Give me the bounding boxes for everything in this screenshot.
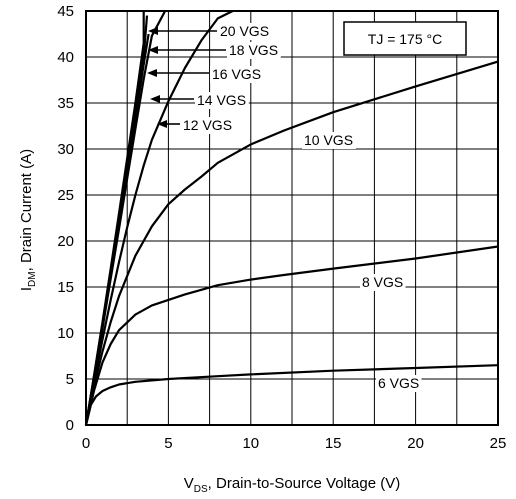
y-tick-label: 0	[66, 417, 74, 434]
series-label-14-vgs: 14 VGS	[197, 92, 246, 108]
y-axis-title-rest: , Drain Current (A)	[18, 149, 35, 272]
y-tick-label: 40	[57, 49, 74, 66]
curves	[84, 10, 499, 426]
leader-arrow-16-vgs	[147, 69, 157, 77]
y-axis-title: IDM, Drain Current (A)	[18, 149, 38, 291]
tick-labels: 0 5 10 15 20 25 0 5 10 15 20 25 30 35 40 45	[57, 3, 506, 452]
x-axis-title-main: V	[184, 475, 194, 492]
y-tick-label: 25	[57, 187, 74, 204]
y-axis-title-main: I	[18, 287, 35, 291]
series-label-bg-12-vgs	[181, 117, 235, 134]
x-axis-title-rest: , Drain-to-Source Voltage (V)	[208, 475, 401, 492]
series-labels: 20 VGS 18 VGS 16 VGS 14 VGS 12 VGS 10 VGS 8 VG…	[147, 23, 422, 392]
leader-arrow-12-vgs	[157, 120, 167, 128]
y-tick-label: 45	[57, 3, 74, 20]
y-axis-title-sub: DM	[27, 271, 38, 287]
series-line-18-vgs	[84, 15, 149, 426]
series-label-18-vgs: 18 VGS	[229, 42, 278, 58]
series-label-bg-10-vgs	[302, 132, 356, 149]
series-line-12-vgs	[84, 10, 234, 426]
x-tick-label: 15	[325, 435, 342, 452]
y-tick-label: 15	[57, 279, 74, 296]
series-label-bg-18-vgs	[227, 42, 281, 59]
x-tick-label: 0	[82, 435, 90, 452]
temperature-note: TJ = 175 °C	[343, 21, 467, 56]
x-tick-label: 10	[242, 435, 259, 452]
series-label-bg-14-vgs	[195, 92, 249, 109]
leader-arrow-18-vgs	[148, 46, 158, 54]
leader-arrow-20-vgs	[148, 27, 158, 35]
series-label-6-vgs: 6 VGS	[378, 375, 419, 391]
y-tick-label: 10	[57, 325, 74, 342]
x-axis-title: VDS, Drain-to-Source Voltage (V)	[184, 475, 401, 495]
y-tick-label: 30	[57, 141, 74, 158]
temperature-note-text: TJ = 175 °C	[368, 31, 442, 47]
series-label-bg-6-vgs	[376, 375, 422, 392]
x-tick-label: 5	[164, 435, 172, 452]
plot-frame	[85, 10, 499, 426]
x-tick-label: 25	[490, 435, 507, 452]
series-line-6-vgs	[84, 364, 499, 426]
y-tick-label: 20	[57, 233, 74, 250]
leader-arrow-14-vgs	[150, 95, 160, 103]
series-label-bg-20-vgs	[218, 23, 272, 40]
series-line-10-vgs	[84, 60, 499, 426]
series-label-16-vgs: 16 VGS	[212, 66, 261, 82]
series-label-8-vgs: 8 VGS	[362, 274, 403, 290]
series-line-8-vgs	[84, 245, 499, 426]
y-tick-label: 35	[57, 95, 74, 112]
temperature-note-box	[343, 21, 467, 56]
series-label-bg-8-vgs	[360, 274, 406, 291]
series-label-bg-16-vgs	[210, 66, 264, 83]
series-label-10-vgs: 10 VGS	[304, 132, 353, 148]
series-line-20-vgs	[84, 11, 145, 426]
y-tick-label: 5	[66, 371, 74, 388]
series-label-20-vgs: 20 VGS	[220, 23, 269, 39]
series-label-12-vgs: 12 VGS	[183, 117, 232, 133]
x-axis-title-sub: DS	[194, 484, 208, 495]
grid	[86, 11, 498, 425]
x-tick-label: 20	[407, 435, 424, 452]
series-line-14-vgs	[84, 10, 167, 426]
